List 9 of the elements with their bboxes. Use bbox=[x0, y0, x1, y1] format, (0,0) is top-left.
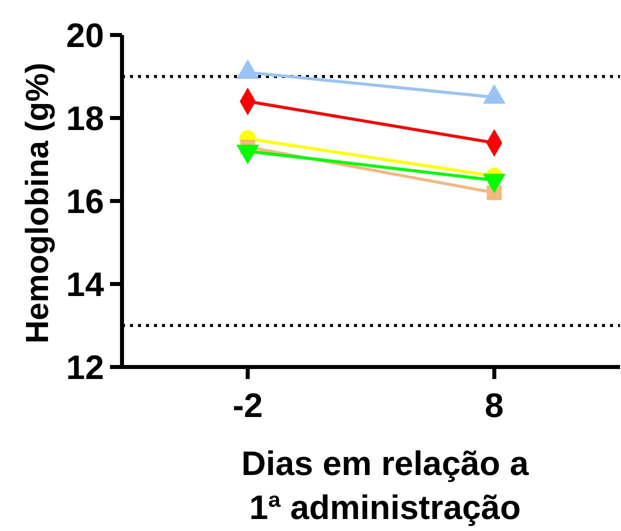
y-tick-label: 12 bbox=[66, 348, 104, 387]
y-tick-label: 18 bbox=[66, 100, 104, 138]
y-tick-label: 14 bbox=[66, 266, 104, 304]
x-tick-label: 8 bbox=[484, 387, 504, 425]
y-axis-title: Hemoglobina (g%) bbox=[19, 62, 55, 344]
y-tick-label: 16 bbox=[66, 182, 104, 221]
x-axis-title: Dias em relação a 1ª administração bbox=[241, 445, 530, 527]
x-tick-label: -2 bbox=[232, 387, 263, 425]
y-tick-label: 20 bbox=[66, 16, 104, 55]
